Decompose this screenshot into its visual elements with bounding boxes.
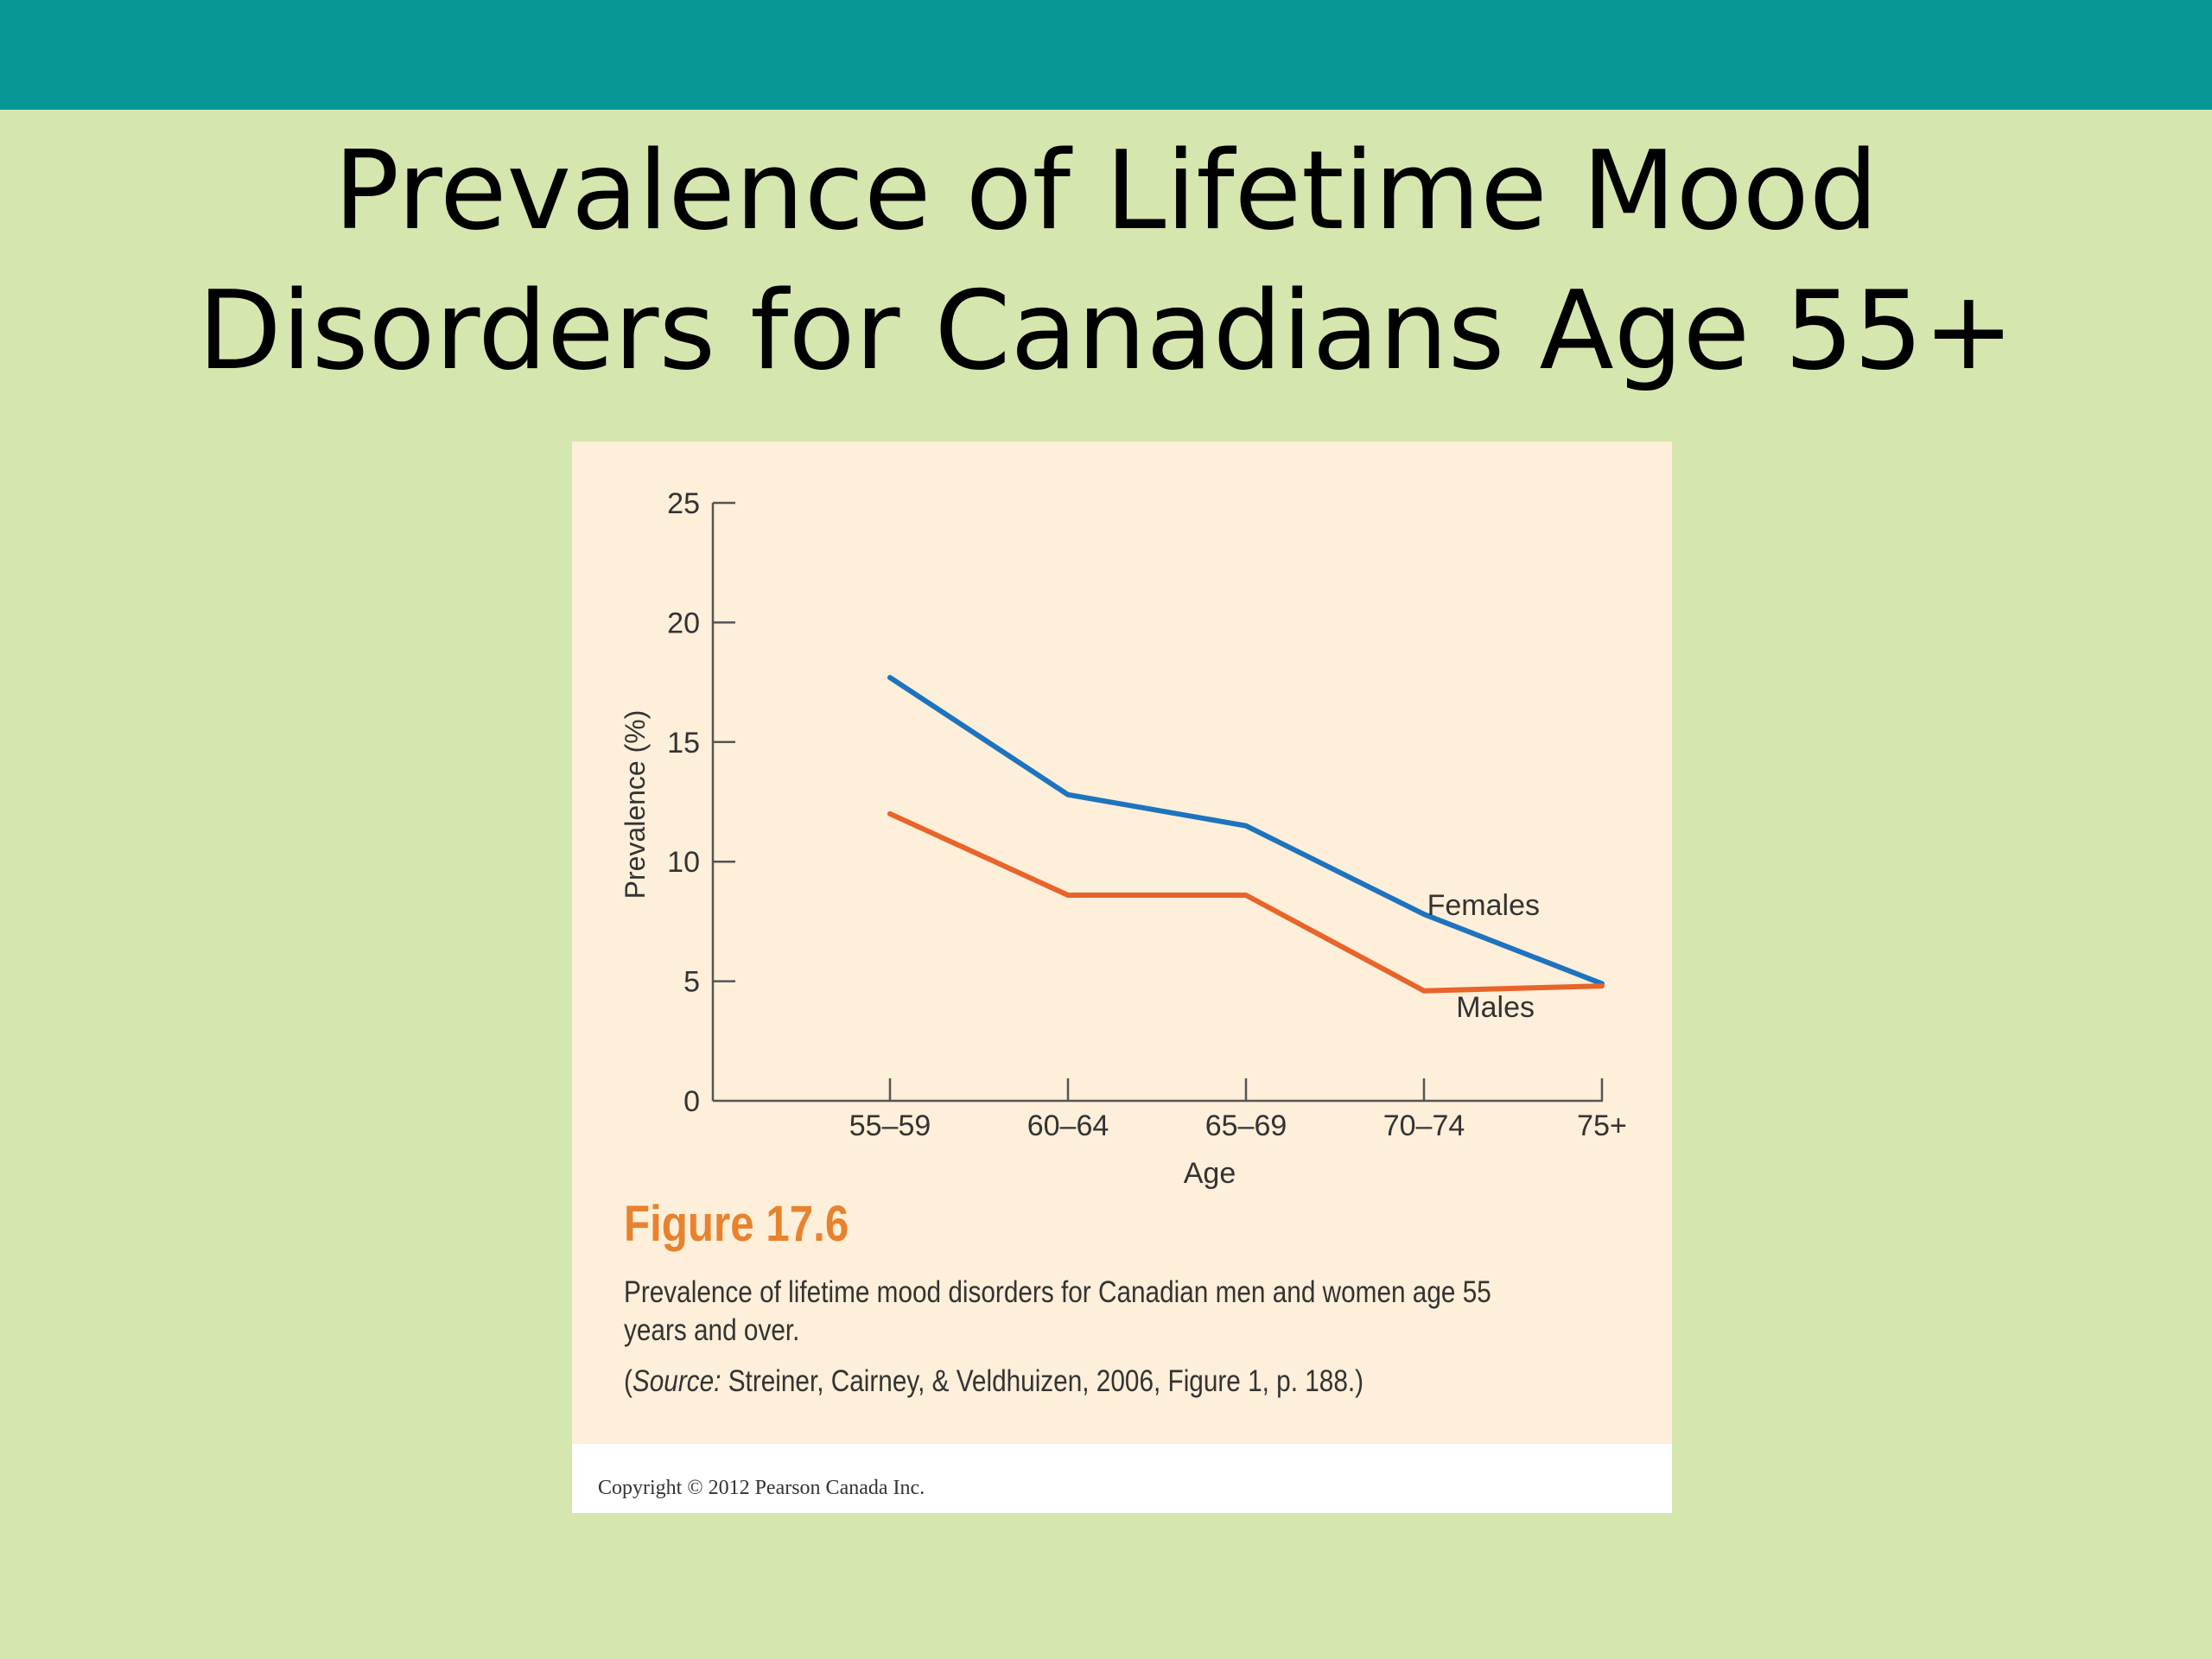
source-citation: Streiner, Cairney, & Veldhuizen, 2006, F…: [721, 1364, 1364, 1398]
slide-title-line-2: Disorders for Canadians Age 55+: [197, 267, 2015, 394]
line-chart: 0 5 10 15 20 25 55–59 60–64 65–69 70–74 75+ Age Prev…: [620, 487, 1627, 1190]
slide-title: Prevalence of Lifetime Mood Disorders fo…: [138, 121, 2074, 401]
figure-source: (Source: Streiner, Cairney, & Veldhuizen…: [624, 1364, 1363, 1399]
y-tick-label: 20: [667, 607, 700, 639]
series-line-females: [887, 675, 1605, 987]
figure-panel: 0 5 10 15 20 25 55–59 60–64 65–69 70–74 75+ Age Prev…: [572, 442, 1672, 1513]
y-tick-label: 5: [683, 966, 700, 999]
y-axis-label: Prevalence (%): [620, 710, 651, 899]
x-tick-label: 70–74: [1383, 1109, 1465, 1142]
copyright-notice: Copyright © 2012 Pearson Canada Inc.: [598, 1477, 925, 1499]
source-open-paren: (: [624, 1364, 632, 1398]
series-label-females: Females: [1427, 889, 1540, 922]
axes: 0 5 10 15 20 25 55–59 60–64 65–69 70–74 75+ Age Prev…: [620, 487, 1627, 1190]
y-tick-label: 10: [667, 846, 700, 879]
x-tick-label: 60–64: [1027, 1109, 1109, 1142]
x-tick-label: 75+: [1577, 1109, 1627, 1142]
slide-title-line-1: Prevalence of Lifetime Mood: [334, 127, 1878, 254]
series-label-males: Males: [1456, 991, 1535, 1024]
figure-caption: Prevalence of lifetime mood disorders fo…: [624, 1275, 1491, 1347]
figure-label: Figure 17.6: [624, 1196, 849, 1252]
series-line-males: [887, 810, 1605, 994]
series-labels: Females Males: [1427, 889, 1540, 1024]
x-tick-label: 65–69: [1205, 1109, 1287, 1142]
x-tick-label: 55–59: [849, 1109, 931, 1142]
series-lines: [887, 675, 1605, 994]
x-axis-label: Age: [1184, 1157, 1236, 1190]
source-prefix-label: Source:: [632, 1364, 721, 1398]
y-tick-label: 25: [667, 487, 700, 520]
figure-background: [572, 442, 1672, 1444]
y-tick-label: 0: [683, 1085, 700, 1118]
y-tick-label: 15: [667, 727, 700, 760]
header-bar: [0, 0, 2212, 110]
